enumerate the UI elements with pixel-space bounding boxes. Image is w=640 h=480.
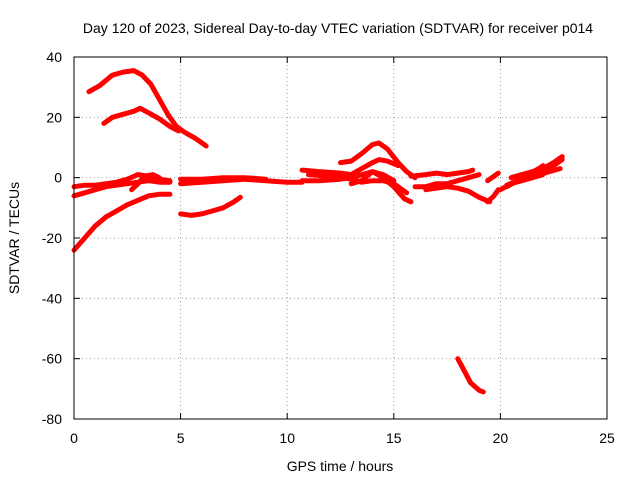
series-line-arc-15 [408, 167, 476, 179]
series-line-arc-14 [348, 169, 397, 187]
y-tick-label: 0 [54, 170, 62, 186]
y-tick-label: 40 [46, 49, 62, 65]
series-line-arc-17 [423, 184, 493, 205]
series-line-arc-1 [86, 68, 209, 149]
series-line-arc-8 [178, 175, 269, 182]
series-line-arc-19 [485, 170, 501, 184]
chart-title: Day 120 of 2023, Sidereal Day-to-day VTE… [83, 20, 593, 36]
y-tick-label: -60 [42, 351, 62, 367]
x-tick-label: 15 [386, 430, 402, 446]
grid-lines [74, 57, 607, 419]
series-line-arc-13 [338, 140, 418, 181]
series-line-arc-4 [71, 178, 173, 199]
data-series-group [71, 68, 565, 395]
x-tick-label: 25 [599, 430, 615, 446]
y-axis-label: SDTVAR / TECUs [6, 182, 22, 294]
series-line-arc-9 [178, 194, 243, 218]
plot-frame [73, 56, 608, 420]
series-line-arc-10 [299, 157, 401, 178]
series-line-arc-25 [529, 157, 565, 178]
series-line-arc-18 [455, 356, 486, 395]
series-line-arc-6 [129, 172, 162, 193]
y-tick-label: -20 [42, 230, 62, 246]
x-tick-label: 5 [177, 430, 185, 446]
x-tick-label: 0 [70, 430, 78, 446]
series-line-arc-3 [71, 191, 173, 253]
x-tick-label: 10 [279, 430, 295, 446]
y-tick-label: -40 [42, 290, 62, 306]
axis-ticks: 0 5 10 15 20 25 -80 -60 -40 -20 0 20 40 [42, 49, 615, 446]
y-tick-label: -80 [42, 411, 62, 427]
series-line-arc-12 [306, 172, 410, 196]
y-tick-label: 20 [46, 109, 62, 125]
x-axis-label: GPS time / hours [287, 458, 394, 474]
series-line-arc-16 [412, 172, 482, 190]
series-line-arc-20 [485, 187, 501, 205]
series-line-arc-2 [101, 105, 181, 134]
x-tick-label: 20 [493, 430, 509, 446]
series-line-arc-24 [497, 172, 546, 193]
